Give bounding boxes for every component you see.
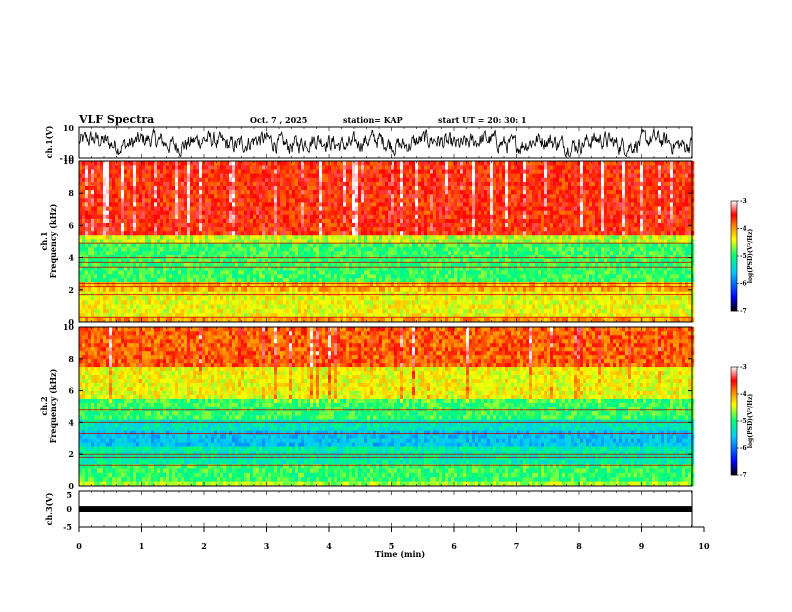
ch1-waveform-line	[78, 128, 692, 158]
time-tick-label-5: 5	[389, 541, 395, 551]
ch1-spectrogram-image	[79, 161, 695, 323]
ch1-spec-ytick-label-5: 10	[63, 156, 75, 166]
ch1-spec-ytick-label-0: 0	[68, 317, 74, 327]
ch1-colorbar-tick-label-2: -5	[740, 253, 747, 260]
time-axis-ticks: 0 1 2 3 4 5 6 7 8 9 10	[76, 526, 710, 551]
ch1-ytick-top: 10	[63, 123, 75, 133]
ch2-spec-ytick-label-0: 0	[68, 481, 74, 491]
station-label: station= KAP	[343, 115, 403, 125]
ch1-spec-ytick-label-1: 2	[68, 285, 74, 295]
ch1-spec-ylabel-1: ch.1	[39, 231, 49, 250]
ch2-spec-ytick-label-3: 6	[68, 386, 74, 396]
ch1-panel-frame	[78, 126, 693, 159]
time-axis-label: Time (min)	[375, 549, 425, 559]
ch3-ytick-bottom: -5	[63, 522, 72, 532]
time-tick-label-4: 4	[326, 541, 332, 551]
time-tick-label-10: 10	[698, 541, 710, 551]
ch2-spec-ytick-label-4: 8	[68, 354, 74, 364]
ch3-signal-band	[79, 506, 692, 512]
ch2-colorbar-tick-label-4: -7	[740, 472, 747, 479]
ch1-colorbar-tick-label-1: -4	[740, 226, 747, 233]
ch2-spec-ytick-label-2: 4	[68, 417, 74, 427]
ch1-colorbar-tick-label-3: -6	[740, 281, 747, 288]
ch2-spec-ylabel-1: ch.2	[39, 396, 49, 415]
ch2-colorbar: -3 -4 -5 -6 -7	[730, 364, 747, 479]
ch2-spec-ylabel-2: Frequency (kHz)	[48, 368, 58, 443]
ch1-colorbar-tick-label-4: -7	[740, 308, 747, 315]
ch2-colorbar-tick-label-3: -6	[740, 445, 747, 452]
ch1-spec-frame	[78, 160, 693, 323]
ch2-spec-frame	[78, 326, 693, 487]
ch2-spec-ytick-label-1: 2	[68, 449, 74, 459]
figure-title: VLF Spectra	[78, 113, 154, 126]
start-ut-label: start UT = 20: 30: 1	[438, 115, 527, 125]
ch1-ylabel: ch.1(V)	[44, 125, 54, 158]
time-tick-label-3: 3	[264, 541, 270, 551]
ch2-spec-ytick-label-5: 10	[63, 322, 75, 332]
ch2-colorbar-tick-label-0: -3	[740, 364, 747, 371]
ch1-colorbar: -3 -4 -5 -6 -7	[730, 198, 747, 315]
ch3-ytick-mid: 0	[66, 504, 72, 514]
ch1-spec-ytick-label-4: 8	[68, 188, 74, 198]
time-tick-label-0: 0	[76, 541, 82, 551]
time-tick-label-8: 8	[576, 541, 582, 551]
time-tick-label-1: 1	[139, 541, 145, 551]
ch1-ytick-bottom: -10	[60, 153, 75, 163]
time-tick-label-6: 6	[451, 541, 457, 551]
time-tick-label-9: 9	[639, 541, 645, 551]
ch1-colorbar-tick-label-0: -3	[740, 198, 747, 205]
time-tick-label-2: 2	[201, 541, 207, 551]
ch3-ytick-top: 5	[66, 490, 72, 500]
ch2-colorbar-tick-label-1: -4	[740, 391, 747, 398]
ch2-spectrogram-image	[79, 327, 695, 487]
ch1-spec-ytick-label-3: 6	[68, 220, 74, 230]
ch1-waveform-panel: 10 -10 ch.1(V)	[44, 123, 693, 163]
ch2-colorbar-tick-label-2: -5	[740, 418, 747, 425]
ch1-colorbar-label: log(PSD)(V²/Hz)	[747, 229, 754, 284]
ch3-ylabel: ch.3(V)	[44, 492, 54, 525]
ch1-spec-ytick-label-2: 4	[68, 253, 74, 263]
ch2-colorbar-label: log(PSD)(V²/Hz)	[747, 394, 754, 449]
date-label: Oct. 7 , 2025	[250, 115, 307, 125]
time-tick-label-7: 7	[514, 541, 520, 551]
ch1-spec-ylabel-2: Frequency (kHz)	[48, 203, 58, 278]
